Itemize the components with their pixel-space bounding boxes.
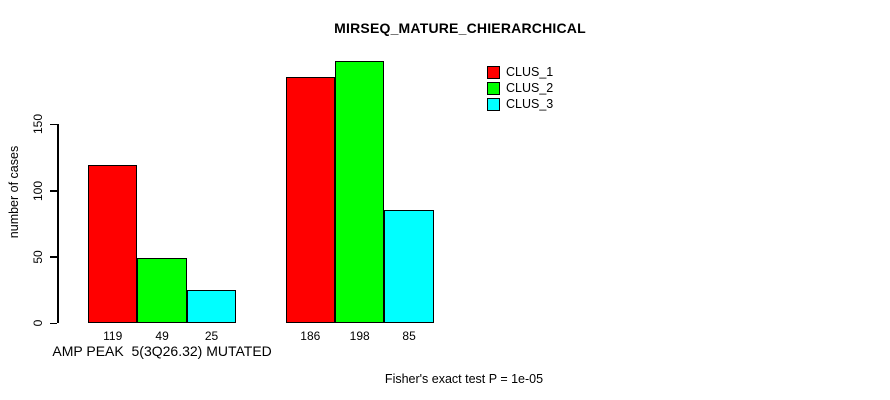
group-label: AMP PEAK 5(3Q26.32) MUTATED — [52, 343, 272, 359]
bar-value-label: 49 — [155, 329, 169, 343]
y-tick-label: 50 — [31, 250, 45, 264]
legend-swatch-icon — [487, 97, 500, 111]
y-tick-label: 100 — [31, 180, 45, 201]
legend-item-clus_1: CLUS_1 — [487, 64, 553, 80]
bar-value-label: 198 — [349, 329, 370, 343]
legend-label: CLUS_1 — [506, 65, 554, 79]
legend-swatch-icon — [487, 65, 500, 79]
y-tick-mark — [50, 256, 57, 258]
bar-clus_3-group1 — [186, 289, 237, 323]
bar-value-label: 85 — [402, 329, 416, 343]
y-tick-mark — [50, 190, 57, 192]
y-tick-label: 150 — [31, 114, 45, 135]
bar-clus_1-group2 — [285, 76, 335, 323]
bar-clus_2-group1 — [137, 258, 187, 323]
y-axis-line — [57, 124, 59, 323]
bar-value-label: 25 — [204, 329, 219, 343]
y-tick-mark — [50, 322, 57, 324]
legend-label: CLUS_2 — [506, 81, 554, 95]
y-tick-label: 0 — [31, 319, 45, 327]
legend: CLUS_1 CLUS_2 CLUS_3 — [487, 64, 553, 112]
chart-title: MIRSEQ_MATURE_CHIERARCHICAL — [334, 20, 586, 36]
legend-item-clus_2: CLUS_2 — [487, 80, 553, 96]
bar-value-label: 119 — [103, 329, 123, 343]
legend-swatch-icon — [487, 81, 500, 95]
bar-clus_3-group2 — [384, 210, 434, 323]
bar-clus_1-group1 — [88, 165, 138, 323]
y-axis-label: number of cases — [7, 145, 21, 239]
annotation-text: Fisher's exact test P = 1e-05 — [384, 372, 544, 386]
bar-value-label: 186 — [300, 329, 321, 343]
legend-label: CLUS_3 — [506, 97, 554, 111]
legend-item-clus_3: CLUS_3 — [487, 96, 553, 112]
y-tick-mark — [50, 123, 57, 126]
bar-clus_2-group2 — [335, 60, 385, 323]
